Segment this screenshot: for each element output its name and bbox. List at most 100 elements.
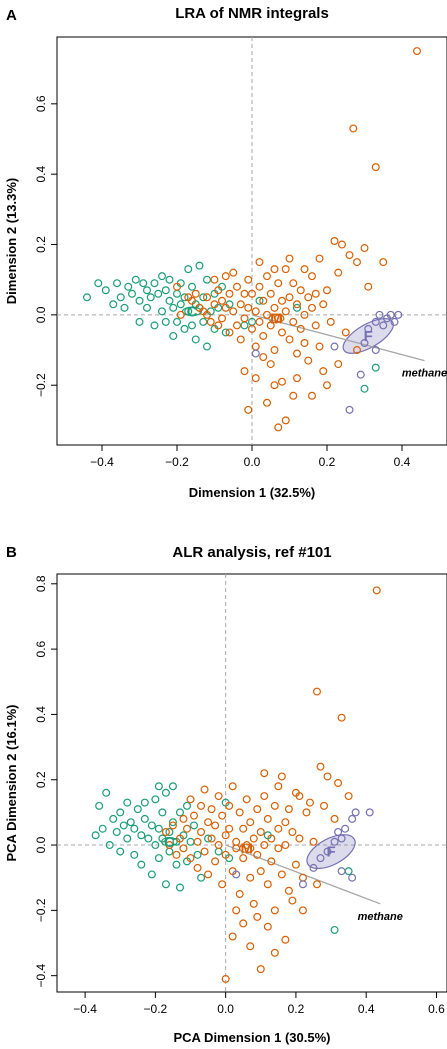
data-point-m [295,834,304,843]
data-point-m [319,367,328,376]
data-point-c [98,824,107,833]
data-point-f [371,346,380,355]
data-point-m [285,335,294,344]
data-point-m [255,258,264,267]
data-point-m [249,834,258,843]
data-point-m [218,296,227,305]
data-point-m [334,360,343,369]
data-point-m [193,863,202,872]
data-point-f [316,854,325,863]
data-point-c [130,824,139,833]
data-point-c [116,847,125,856]
data-point-m [263,272,272,281]
data-point-m [278,377,287,386]
methane-vector [251,314,425,362]
data-point-c [175,808,184,817]
data-point-c [188,282,197,291]
data-point-c [172,860,181,869]
data-point-c [293,303,302,312]
data-point-m [197,827,206,836]
data-point-m [179,844,188,853]
data-point-f [337,867,346,876]
data-point-c [180,293,189,302]
data-point-m [274,824,283,833]
data-point-m [175,834,184,843]
data-point-f [334,827,343,836]
data-point-m [221,850,230,859]
data-point-m [288,827,297,836]
data-point-m [323,381,332,390]
data-point-c [169,331,178,340]
data-point-c [143,303,152,312]
data-point-m [270,265,279,274]
data-point-m [296,324,305,333]
data-point-c [197,873,206,882]
x-tick-label: 0.0 [244,455,261,469]
data-point-c [140,798,149,807]
data-point-m [267,834,276,843]
data-point-c [137,831,146,840]
data-point-c [221,328,230,337]
data-point-c [240,321,249,330]
data-point-m [284,886,293,895]
data-point-m [277,772,286,781]
data-point-m [360,244,369,253]
data-point-f [360,339,369,348]
data-point-c [105,841,114,850]
data-point-m [259,331,268,340]
data-point-m [285,293,294,302]
data-point-m [190,811,199,820]
data-point-c [180,324,189,333]
data-point-m [242,841,251,850]
data-point-m [228,782,237,791]
data-point-c [130,850,139,859]
data-point-m [330,814,339,823]
data-point-m [349,124,358,133]
data-point-f [341,824,350,833]
data-point-c [158,307,167,316]
data-point-c [123,798,132,807]
data-point-f [232,870,241,879]
data-point-m [263,880,272,889]
data-point-c [154,289,163,298]
group-label-c: C [187,303,198,320]
data-point-c [151,841,160,850]
data-point-m [260,841,269,850]
data-point-m [320,801,329,810]
panel-a: A LRA of NMR integrals −0.4 −0.2 0.0 0.2 0.4… [4,5,447,500]
data-point-c [214,847,223,856]
data-point-f [371,317,380,326]
data-point-f [375,310,384,319]
data-point-m [300,265,309,274]
data-point-c [169,303,178,312]
x-tick-label: 0.4 [394,455,411,469]
data-point-m [372,586,381,595]
data-point-c [161,286,170,295]
data-point-m [191,289,200,298]
data-point-m [200,847,209,856]
data-point-c [175,883,184,892]
data-point-m [298,906,307,915]
data-point-m [353,346,362,355]
data-point-m [308,391,317,400]
data-point-m [176,310,185,319]
data-point-m [229,268,238,277]
data-point-m [255,317,264,326]
data-point-m [293,374,302,383]
data-point-c [131,275,140,284]
data-point-m [253,912,262,921]
data-point-c [124,282,133,291]
data-point-m [260,792,269,801]
data-point-m [228,932,237,941]
data-point-m [225,328,234,337]
data-point-m [266,360,275,369]
data-point-m [288,896,297,905]
data-point-c [161,880,170,889]
data-point-m [246,942,255,951]
data-point-m [270,303,279,312]
data-point-m [259,353,268,362]
data-point-m [281,416,290,425]
data-point-f [298,880,307,889]
panel-label: B [6,544,17,561]
group-label-m: M [240,840,253,857]
